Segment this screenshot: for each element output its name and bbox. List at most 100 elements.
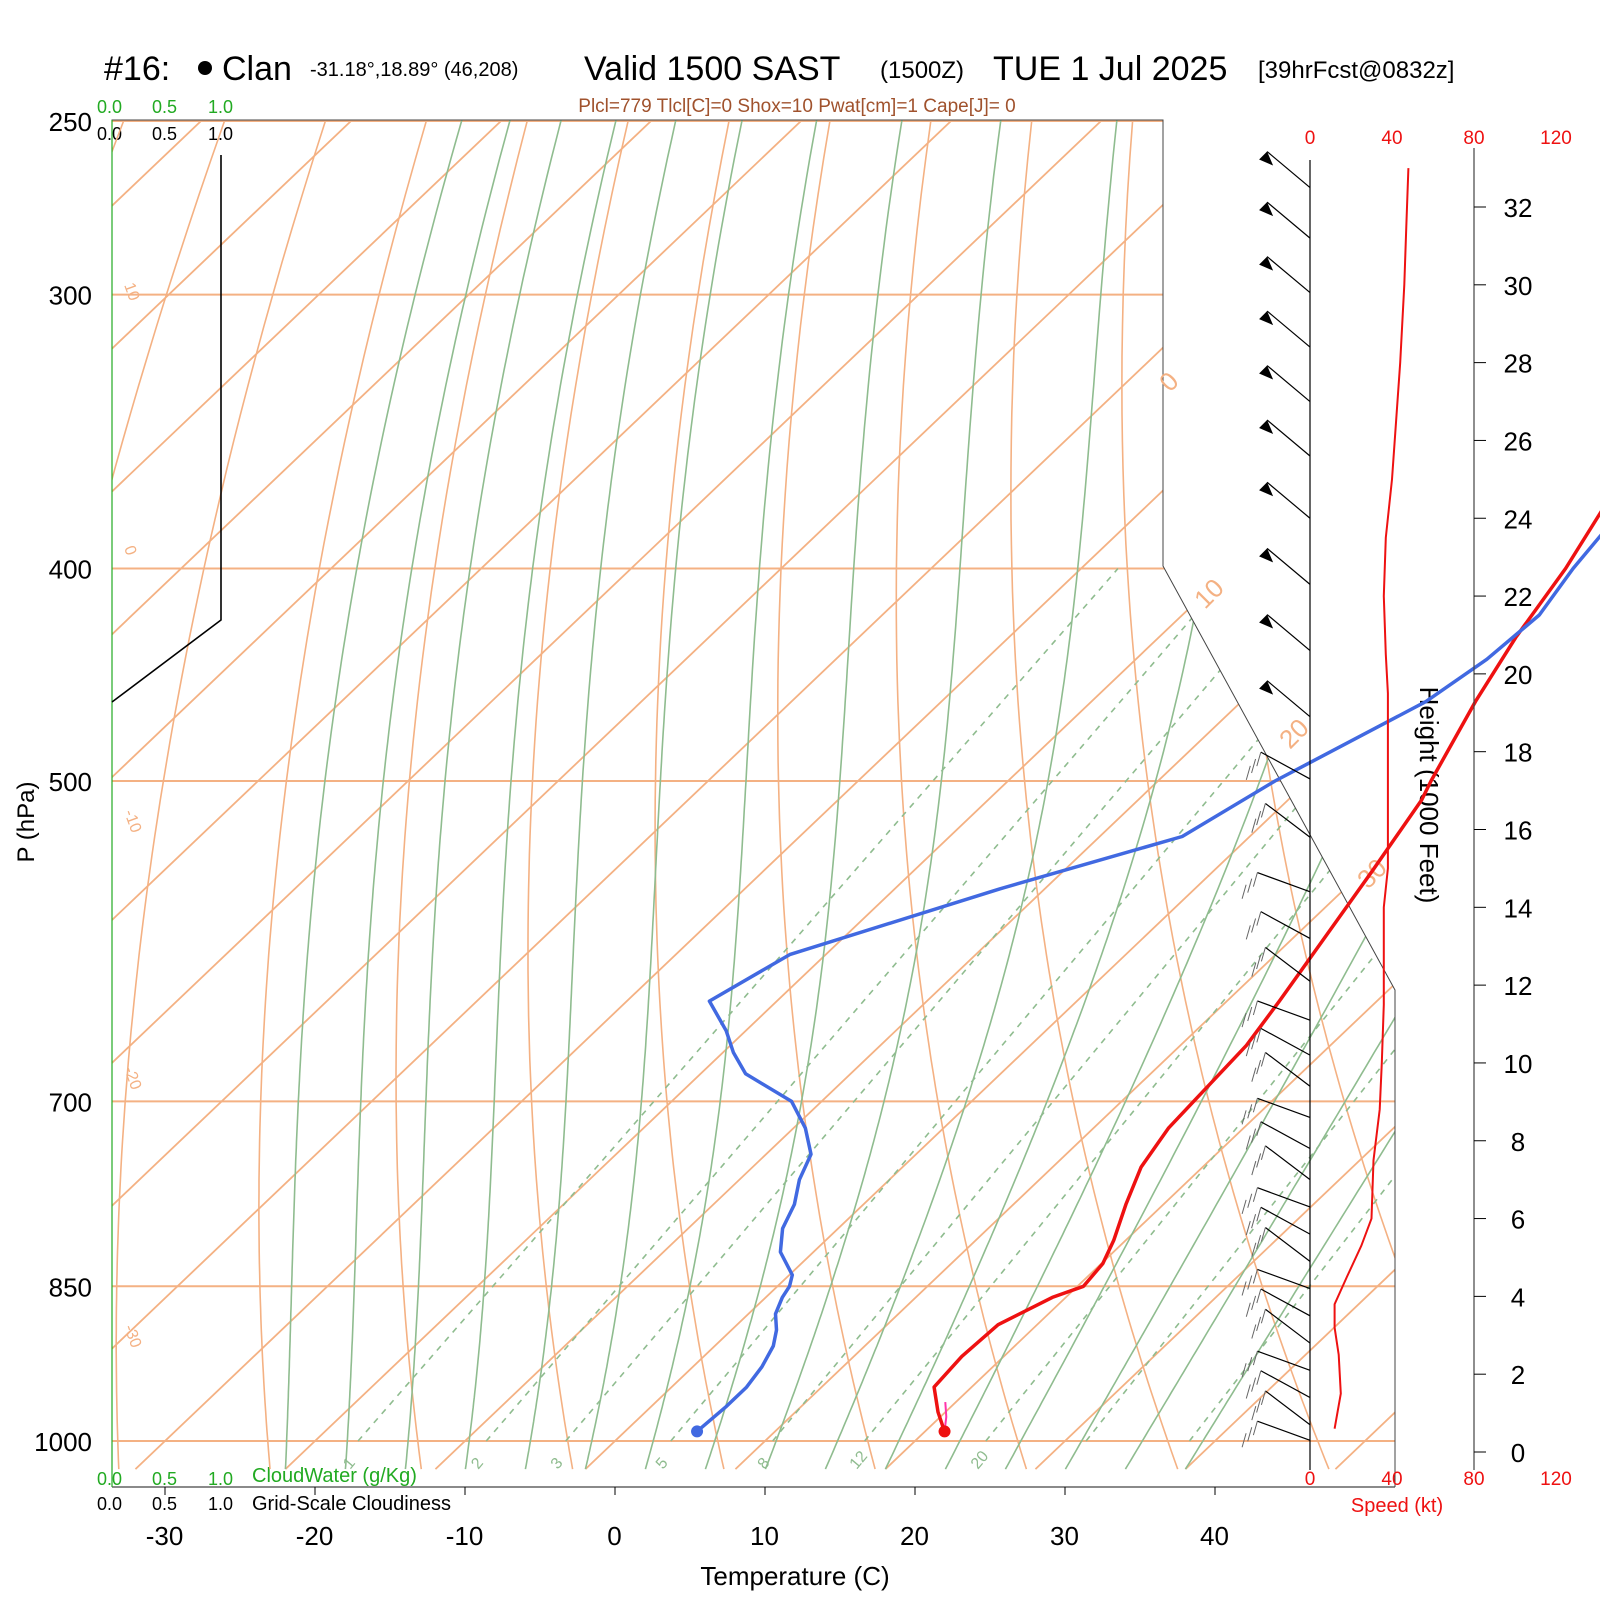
speed-tick-label-top: 80 [1463, 128, 1484, 149]
wind-barb-pennant [1259, 311, 1274, 326]
wind-barb [1241, 1268, 1311, 1296]
height-tick-label: 20 [1504, 660, 1533, 690]
isotherm-line [434, 120, 1395, 1470]
wind-barb-feather [1247, 878, 1253, 893]
wind-barb-feather [1245, 1220, 1251, 1236]
wind-barb-feather [1256, 1207, 1262, 1222]
height-tick-label: 24 [1504, 504, 1533, 534]
mixing-ratio-line [1085, 568, 1395, 1442]
temperature-tick-label: -30 [146, 1521, 184, 1551]
plot-frame [111, 119, 1396, 1488]
wind-barb-feather [1245, 765, 1251, 781]
wind-barb-feather [1252, 1351, 1258, 1366]
dry-adiabat [654, 120, 738, 1470]
wind-barb-feather [1251, 1128, 1257, 1143]
dry-adiabat [527, 120, 639, 1470]
moist-adiabat [704, 120, 906, 1470]
wind-barb-pennant [1259, 548, 1274, 563]
pressure-tick-label: 850 [49, 1272, 92, 1302]
wind-barb-staff [1266, 680, 1311, 718]
wind-barb [1259, 310, 1311, 348]
wind-barb-feather [1260, 1145, 1266, 1160]
wind-barb-feather [1241, 1199, 1247, 1214]
height-axis-title: Height (1000 Feet) [1414, 687, 1444, 904]
wind-barb [1259, 614, 1311, 651]
wind-barb-feather [1251, 962, 1257, 977]
wind-panel: 0246810121416182022242628303200404080801… [1241, 128, 1572, 1490]
surface-dewpoint-marker [691, 1425, 704, 1438]
speed-tick-label-bottom: 120 [1540, 1469, 1572, 1490]
dry-adiabat [258, 120, 439, 1470]
mixing-ratio-line [1188, 568, 1395, 1442]
height-tick-label: 30 [1504, 271, 1533, 301]
height-tick-label: 28 [1504, 349, 1533, 379]
isotherm-line [1034, 120, 1395, 1470]
moist-adiabat [1124, 120, 1395, 1470]
moist-adiabat [284, 120, 468, 1470]
dry-adiabat [1121, 120, 1330, 1470]
pressure-tick-label: 400 [49, 555, 92, 585]
moist-adiabat [524, 120, 681, 1470]
temperature-tick-label: -20 [296, 1521, 334, 1551]
wind-barb-staff [1260, 1288, 1311, 1317]
height-tick-label: 26 [1504, 426, 1533, 456]
wind-barb-staff [1257, 1000, 1311, 1021]
wind-barb [1245, 911, 1311, 940]
speed-tick-label-bottom: 80 [1463, 1469, 1484, 1490]
dry-adiabat [1010, 120, 1179, 1470]
wind-barb [1245, 1206, 1311, 1236]
cloudwater-scale-bottom-1: 0.5 [152, 1469, 177, 1489]
wind-barb-pennant [1259, 680, 1274, 695]
pressure-tick-label: 300 [49, 281, 92, 311]
isotherm-label: 0 [1153, 366, 1184, 397]
wind-barb-staff [1260, 1370, 1311, 1399]
wind-barb-staff [1266, 310, 1311, 348]
wind-barb-feather [1247, 1275, 1253, 1290]
wind-barb-staff [1260, 1121, 1311, 1150]
temperature-tick-label: -10 [446, 1521, 484, 1551]
wind-speed-line [1333, 168, 1410, 1429]
mixing-ratio-line [357, 568, 1119, 1442]
cloudiness-scale-top-1: 0.5 [152, 124, 177, 144]
wind-barb-feather [1247, 1427, 1253, 1442]
wind-barb [1251, 1145, 1311, 1181]
cloudiness-scale-bottom-0: 0.0 [97, 1494, 122, 1514]
plot-border [111, 119, 1396, 1487]
speed-tick-label-top: 0 [1305, 128, 1316, 149]
wind-barb-feather [1241, 1433, 1247, 1448]
wind-barb-feather [1245, 1302, 1251, 1317]
station-coords: -31.18°,18.89° (46,208) [310, 59, 518, 81]
wind-barb-feather [1245, 1384, 1251, 1399]
cloudwater-scale-top-1: 0.5 [152, 97, 177, 117]
sounding-indices: Plcl=779 Tlcl[C]=0 Shox=10 Pwat[cm]=1 Ca… [578, 96, 1015, 117]
wind-barb-feather [1251, 1295, 1257, 1311]
wind-barb-feather [1256, 810, 1262, 826]
wind-barb-feather [1251, 1377, 1257, 1392]
wind-barb-staff [1257, 1097, 1311, 1118]
wind-barb-feather [1260, 1227, 1266, 1242]
isotherm-line [112, 120, 843, 1470]
cloudwater-scale-top-2: 1.0 [208, 97, 233, 117]
pressure-tick-label: 250 [49, 107, 92, 137]
thermo-isopleths [112, 120, 1395, 1470]
wind-barb-feather [1247, 1193, 1253, 1208]
wind-barb [1241, 1350, 1311, 1378]
wind-barb-staff [1260, 1206, 1311, 1235]
wind-barb [1241, 872, 1311, 899]
wind-barb [1251, 1308, 1311, 1344]
cloudwater-scale-top-0: 0.0 [97, 97, 122, 117]
wind-barb-staff [1266, 419, 1311, 457]
cloudiness-scale-bottom-2: 1.0 [208, 1494, 233, 1514]
height-tick-label: 32 [1504, 193, 1533, 223]
height-tick-label: 8 [1511, 1127, 1525, 1157]
dry-adiabat [115, 120, 339, 1470]
cloudwater-scale-bottom-2: 1.0 [208, 1469, 233, 1489]
wind-barb-pennant [1259, 420, 1274, 435]
moist-adiabat [644, 120, 821, 1470]
wind-barb [1245, 1288, 1311, 1317]
isotherm-label: 10 [120, 281, 142, 304]
pressure-tick-label: 700 [49, 1087, 92, 1117]
wind-barb-feather [1256, 1028, 1262, 1043]
wind-barb-feather [1251, 1035, 1257, 1050]
